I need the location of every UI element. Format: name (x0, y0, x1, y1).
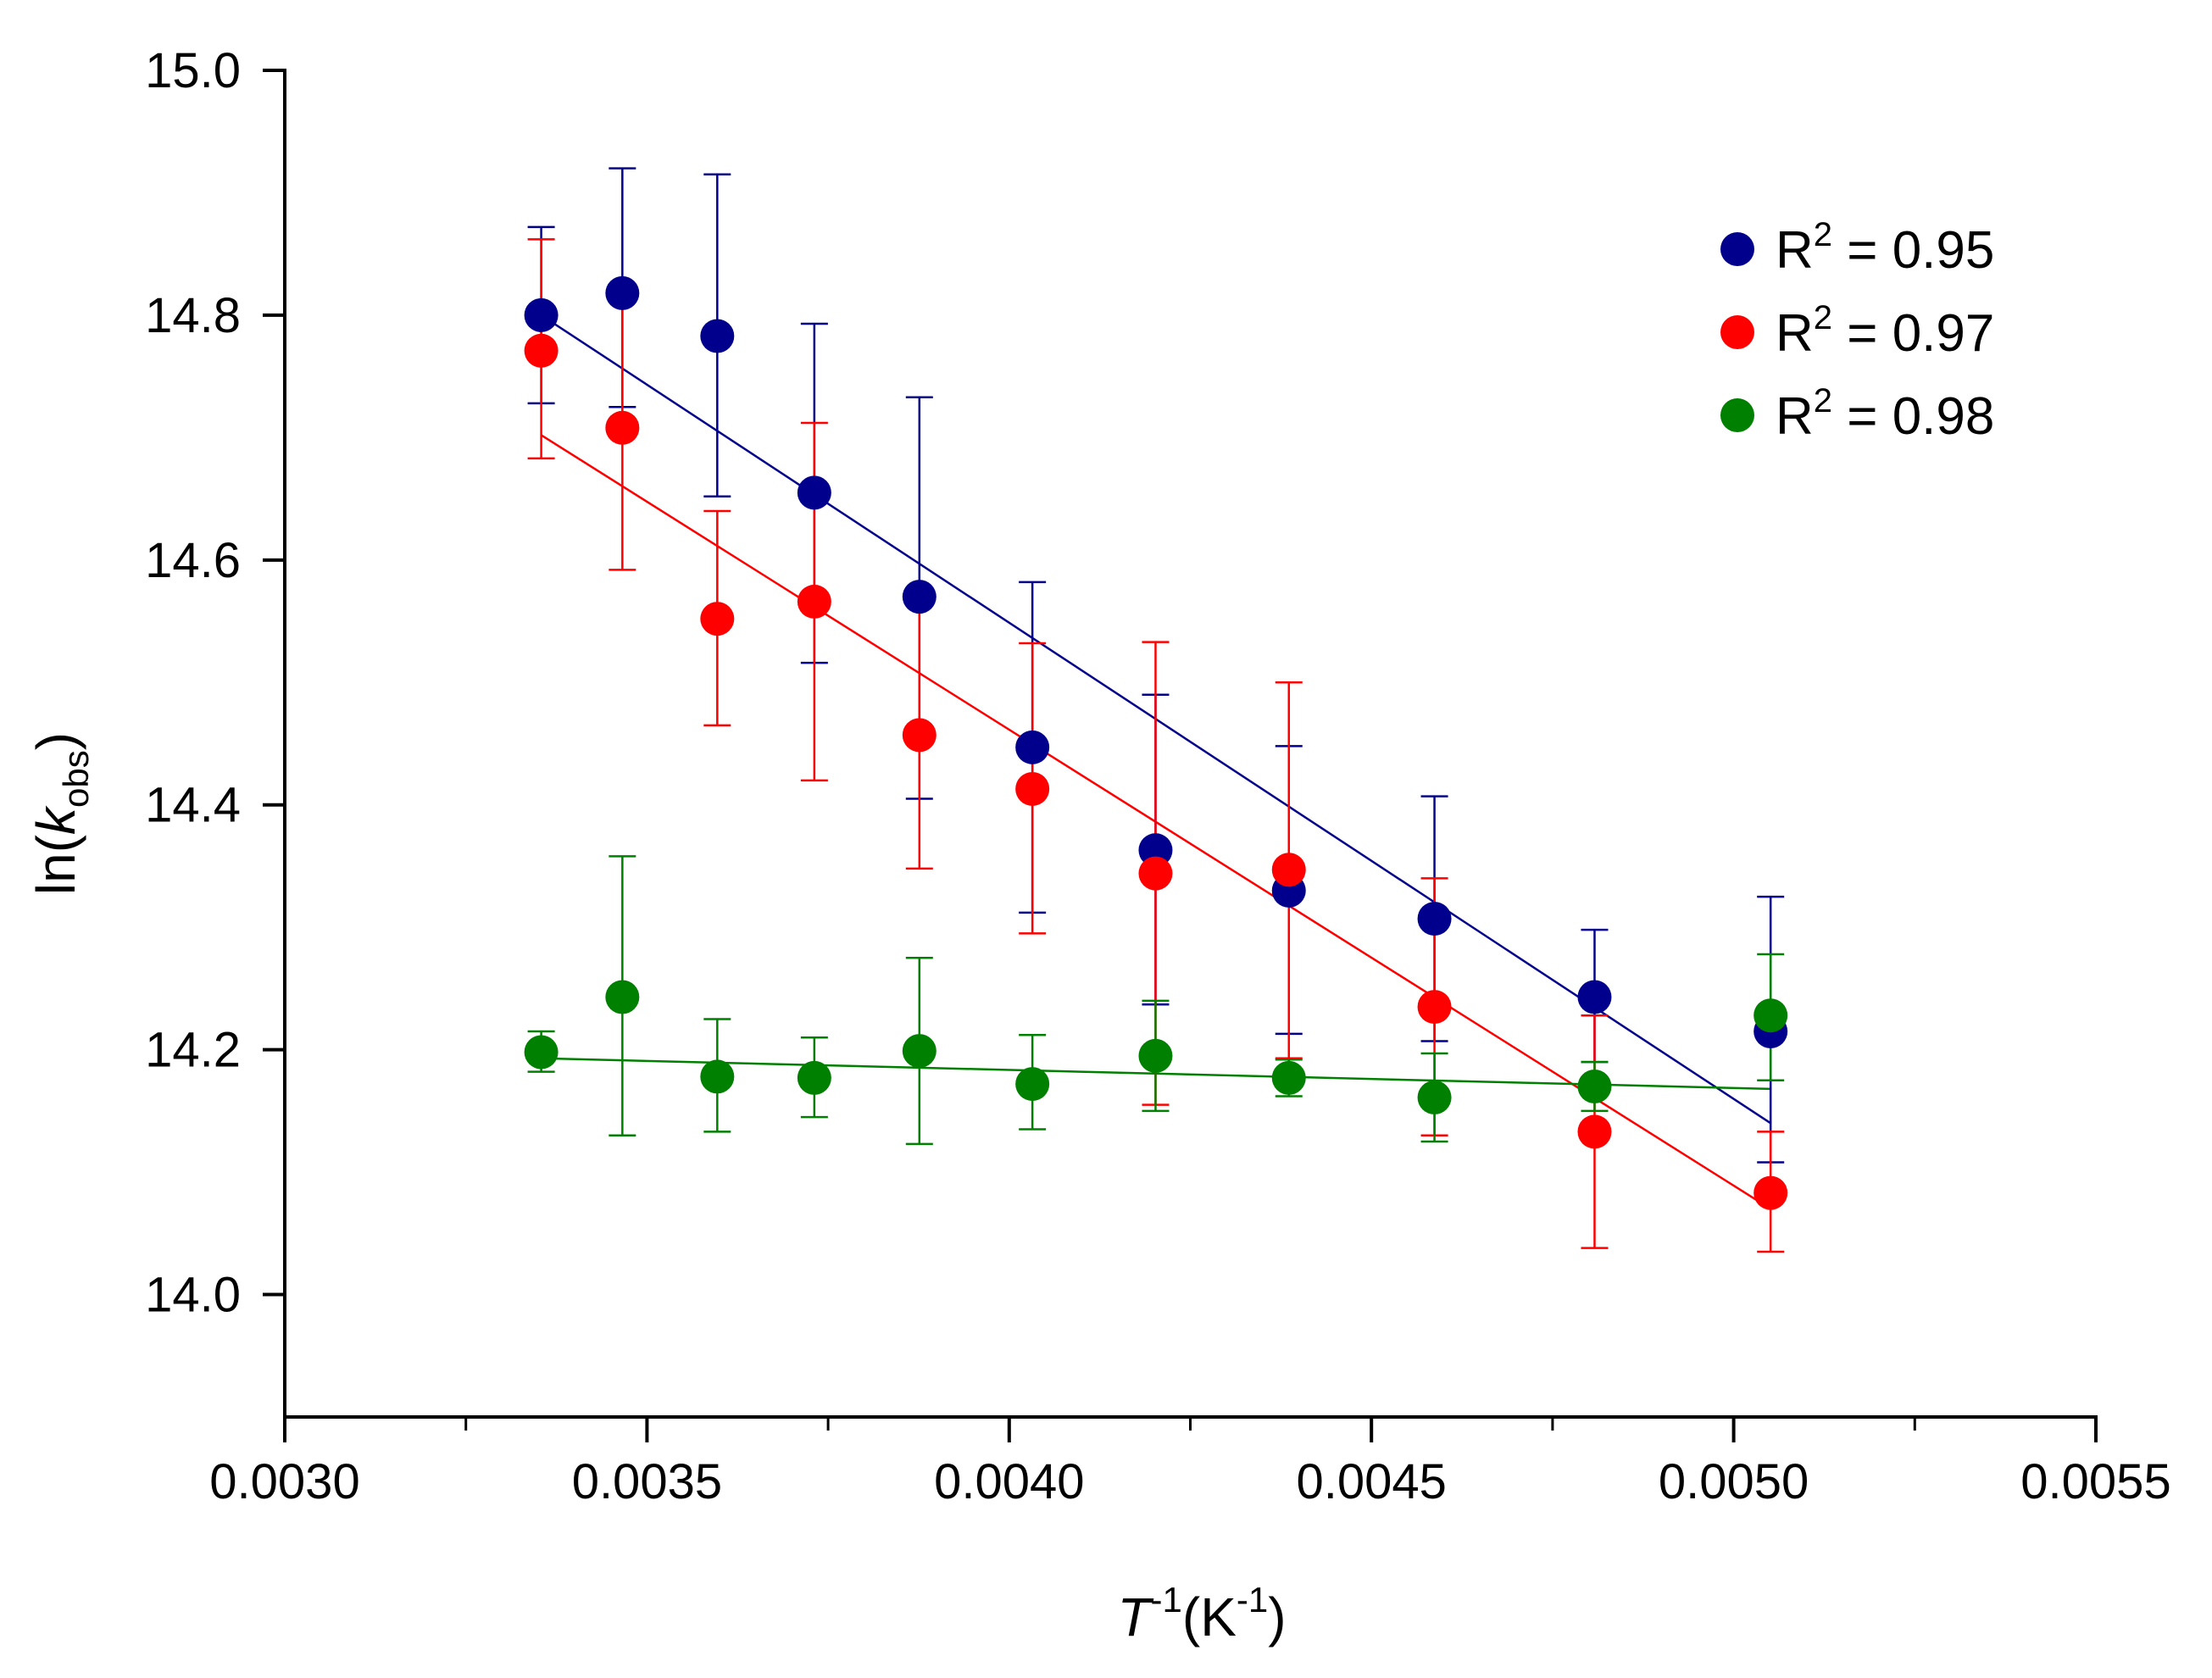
red-data-point (524, 333, 559, 368)
legend-marker (1720, 232, 1754, 266)
y-tick-label: 14.2 (145, 1023, 241, 1078)
y-tick-label: 14.0 (145, 1268, 241, 1323)
blue-data-point (1138, 833, 1173, 868)
blue-data-point (797, 475, 831, 510)
y-tick-label: 15.0 (145, 43, 241, 98)
legend: R2 = 0.95 R2 = 0.97 R2 = 0.98 (1720, 216, 1994, 446)
red-data-point (700, 602, 735, 636)
legend-item: R2 = 0.97 (1720, 299, 1994, 363)
green-data-point (1753, 998, 1788, 1033)
y-tick-label: 14.8 (145, 288, 241, 343)
x-tick-label: 0.0050 (1659, 1454, 1809, 1509)
red-data-point (1753, 1175, 1788, 1210)
legend-item: R2 = 0.98 (1720, 382, 1994, 446)
red-data-point (605, 410, 640, 445)
legend-marker (1720, 398, 1754, 432)
green-data-point (1417, 1080, 1452, 1114)
green-data-point (1015, 1067, 1050, 1102)
green-data-point (1138, 1038, 1173, 1073)
green-data-point (902, 1034, 936, 1069)
red-data-point (1417, 990, 1452, 1025)
blue-data-point (1417, 902, 1452, 936)
axes: 14.0 14.2 14.4 14.6 14.8 15.0 0.0030 0.0035 0.00… (145, 43, 2171, 1509)
blue-data-point (524, 297, 559, 332)
green-data-point (700, 1059, 735, 1094)
blue-data-point (605, 275, 640, 310)
y-axis-label: ln(kobs) (25, 732, 96, 895)
legend-item: R2 = 0.95 (1720, 216, 1994, 280)
x-tick-label: 0.0040 (934, 1454, 1084, 1509)
red-data-point (902, 718, 936, 753)
legend-label: R2 = 0.95 (1776, 216, 1994, 280)
plot-area (524, 167, 1788, 1253)
green-data-point (797, 1060, 831, 1095)
blue-data-point (700, 319, 735, 353)
red-data-point (1271, 853, 1306, 887)
legend-marker (1720, 315, 1754, 349)
blue-data-point (902, 580, 936, 614)
legend-label: R2 = 0.97 (1776, 299, 1994, 363)
x-tick-label: 0.0045 (1296, 1454, 1446, 1509)
green-data-point (1271, 1060, 1306, 1095)
red-data-point (1138, 856, 1173, 891)
legend-label: R2 = 0.98 (1776, 382, 1994, 446)
blue-data-point (1577, 980, 1612, 1014)
green-data-point (605, 980, 640, 1014)
green-data-point (1577, 1069, 1612, 1103)
x-tick-label: 0.0055 (2020, 1454, 2170, 1509)
x-axis-label: T-1(K-1) (1117, 1580, 1286, 1647)
red-data-point (1015, 771, 1050, 806)
red-data-point (797, 584, 831, 619)
blue-data-point (1015, 730, 1050, 764)
y-tick-label: 14.4 (145, 778, 241, 833)
x-tick-label: 0.0035 (572, 1454, 722, 1509)
green-data-point (524, 1035, 559, 1070)
y-tick-label: 14.6 (145, 533, 241, 588)
x-tick-label: 0.0030 (209, 1454, 359, 1509)
red-data-point (1577, 1114, 1612, 1149)
